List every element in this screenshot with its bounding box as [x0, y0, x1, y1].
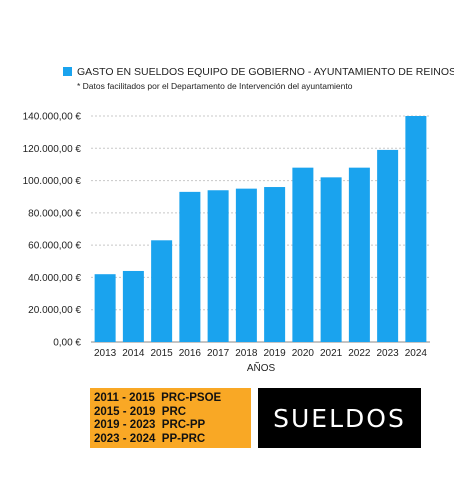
y-tick-label: 80.000,00 € [28, 208, 81, 219]
data-source-note: * Datos facilitados por el Departamento … [77, 81, 353, 91]
x-tick-label: 2020 [292, 348, 315, 359]
x-axis-ticks: 2013 2014 2015 2016 2017 2018 2019 2020 2021 2022… [94, 348, 427, 359]
bar-2024 [405, 116, 427, 342]
x-axis-title: AÑOS [247, 361, 276, 374]
x-tick-label: 2016 [179, 348, 202, 359]
x-tick-label: 2014 [122, 348, 145, 359]
period-line: 2023 - 2024 PP-PRC [94, 432, 206, 445]
bars [94, 116, 427, 342]
sueldos-label: SUELDOS [273, 403, 406, 433]
bar-chart: GASTO EN SUELDOS EQUIPO DE GOBIERNO - AY… [23, 66, 454, 374]
x-tick-label: 2021 [320, 348, 343, 359]
y-tick-label: 20.000,00 € [28, 305, 81, 316]
x-tick-label: 2018 [235, 348, 258, 359]
x-tick-label: 2013 [94, 348, 117, 359]
y-tick-label: 0,00 € [53, 338, 81, 349]
bar-2017 [207, 190, 229, 342]
legend-entry: GASTO EN SUELDOS EQUIPO DE GOBIERNO - AY… [77, 66, 454, 78]
x-tick-label: 2019 [264, 348, 287, 359]
period-line: 2015 - 2019 PRC [94, 405, 187, 418]
bar-2018 [235, 188, 257, 342]
period-line: 2019 - 2023 PRC-PP [94, 419, 206, 431]
government-periods-box: 2011 - 2015 PRC-PSOE 2015 - 2019 PRC 201… [90, 388, 251, 448]
bar-2023 [377, 149, 399, 342]
bar-2016 [179, 191, 201, 342]
y-tick-label: 40.000,00 € [28, 273, 81, 284]
y-tick-label: 140.000,00 € [23, 112, 82, 123]
x-tick-label: 2017 [207, 348, 230, 359]
gridlines [91, 115, 430, 343]
x-tick-label: 2015 [151, 348, 174, 359]
y-axis-ticks: 0,00 € 20.000,00 € 40.000,00 € 60.000,00 € 8… [23, 112, 82, 349]
x-tick-label: 2023 [377, 348, 400, 359]
x-tick-label: 2024 [405, 348, 428, 359]
x-tick-label: 2022 [348, 348, 371, 359]
y-tick-label: 120.000,00 € [23, 144, 82, 155]
bar-2022 [348, 167, 370, 342]
y-tick-label: 60.000,00 € [28, 241, 81, 252]
bar-2015 [151, 240, 173, 342]
bar-2014 [122, 270, 144, 342]
bar-2021 [320, 177, 342, 342]
bar-2020 [292, 167, 314, 342]
bar-2019 [264, 187, 286, 342]
bar-2013 [94, 274, 116, 342]
legend-swatch [63, 67, 72, 76]
period-line: 2011 - 2015 PRC-PSOE [94, 392, 222, 404]
sueldos-banner: SUELDOS [258, 388, 421, 448]
y-tick-label: 100.000,00 € [23, 176, 82, 187]
